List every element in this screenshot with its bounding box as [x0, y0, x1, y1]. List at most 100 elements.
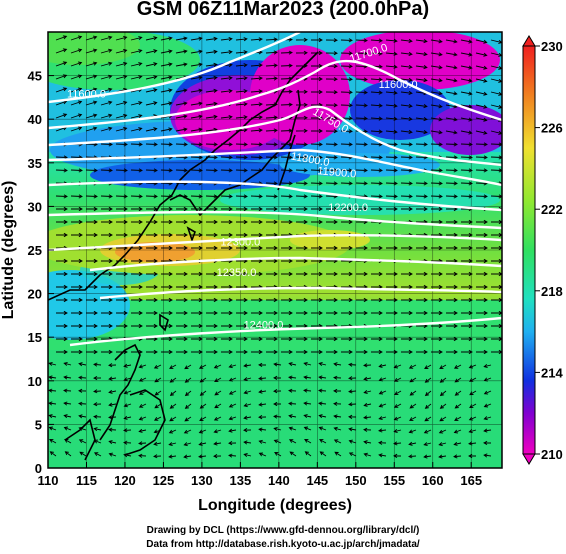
wind-arrow	[333, 362, 342, 367]
wind-arrow	[176, 271, 188, 277]
wind-arrow	[235, 102, 248, 107]
wind-arrow	[115, 126, 128, 132]
wind-arrow	[475, 65, 488, 70]
wind-arrow	[490, 142, 502, 147]
wind-arrow	[220, 88, 233, 94]
wind-arrow	[288, 414, 297, 419]
wind-arrow	[235, 194, 248, 199]
wind-arrow	[371, 310, 383, 316]
wind-arrow	[79, 451, 87, 457]
wind-arrow	[221, 271, 233, 277]
wind-arrow	[206, 323, 218, 329]
wind-arrow	[161, 271, 173, 277]
wind-arrow	[116, 232, 128, 238]
wind-arrow	[355, 38, 368, 43]
wind-arrow	[378, 440, 387, 445]
wind-arrow	[131, 258, 143, 264]
wind-arrow	[273, 375, 282, 380]
wind-arrow	[221, 336, 233, 342]
wind-arrow	[341, 349, 353, 355]
wind-arrow	[236, 336, 248, 342]
wind-arrow	[394, 390, 402, 395]
wind-arrow	[460, 142, 473, 147]
wind-arrow	[340, 51, 353, 56]
wind-arrow	[221, 349, 233, 355]
wind-arrow	[295, 168, 308, 173]
wind-arrow	[446, 284, 458, 290]
wind-arrow	[409, 416, 417, 421]
wind-arrow	[408, 364, 417, 369]
wind-arrow	[115, 35, 128, 41]
wind-arrow	[116, 219, 128, 225]
wind-arrow	[431, 323, 443, 329]
wind-arrow	[85, 35, 98, 41]
wind-arrow	[175, 101, 188, 106]
wind-arrow	[400, 90, 413, 96]
wind-arrow	[356, 310, 368, 316]
wind-arrow	[130, 62, 143, 67]
wind-arrow	[461, 271, 473, 277]
wind-arrow	[206, 219, 218, 225]
wind-arrow	[214, 403, 222, 409]
wind-arrow	[153, 441, 162, 446]
wind-arrow	[161, 310, 173, 316]
wind-arrow	[48, 401, 57, 406]
wind-arrow	[356, 349, 368, 355]
wind-arrow	[258, 415, 267, 420]
wind-arrow	[340, 142, 353, 147]
wind-arrow	[183, 429, 192, 434]
wind-arrow	[469, 390, 477, 396]
wind-arrow	[86, 323, 98, 329]
wind-arrow	[490, 155, 502, 160]
wind-arrow	[281, 323, 293, 329]
wind-arrow	[56, 310, 68, 316]
wind-arrow	[85, 100, 98, 106]
wind-arrow	[454, 416, 462, 421]
wind-arrow	[86, 310, 98, 316]
wind-arrow	[265, 115, 278, 120]
wind-arrow	[461, 219, 473, 225]
wind-arrow	[175, 127, 188, 132]
wind-arrow	[108, 427, 117, 432]
wind-arrow	[93, 376, 102, 381]
y-tick-label: 10	[28, 374, 42, 389]
wind-arrow	[265, 50, 278, 55]
wind-arrow	[385, 142, 398, 147]
wind-arrow	[318, 388, 327, 393]
wind-arrow	[326, 336, 338, 342]
wind-arrow	[100, 194, 113, 199]
wind-arrow	[78, 362, 87, 367]
wind-arrow	[130, 101, 143, 106]
wind-arrow	[295, 181, 308, 186]
wind-arrow	[221, 284, 233, 290]
wind-arrow	[460, 65, 473, 70]
wind-arrow	[385, 77, 398, 82]
wind-arrow	[371, 271, 383, 277]
wind-arrow	[250, 194, 263, 199]
wind-arrow	[355, 116, 368, 121]
wind-arrow	[183, 454, 192, 459]
wind-arrow	[86, 349, 98, 355]
wind-arrow	[415, 52, 428, 57]
wind-arrow	[355, 51, 368, 56]
wind-arrow	[355, 181, 368, 186]
wind-arrow	[154, 377, 162, 383]
wind-arrow	[408, 441, 417, 446]
wind-arrow	[251, 258, 263, 264]
wind-arrow	[190, 142, 203, 147]
wind-arrow	[191, 245, 203, 251]
wind-arrow	[295, 155, 308, 160]
wind-arrow	[85, 168, 98, 173]
wind-arrow	[453, 364, 462, 369]
contour-label: 12200.0	[328, 202, 368, 214]
wind-arrow	[439, 364, 447, 369]
wind-arrow	[205, 49, 218, 54]
wind-arrow	[206, 232, 218, 238]
wind-arrow	[100, 126, 113, 132]
wind-arrow	[70, 61, 83, 67]
wind-arrow	[100, 113, 113, 119]
x-tick-label: 155	[383, 473, 405, 488]
wind-arrow	[153, 416, 162, 421]
wind-arrow	[206, 245, 218, 251]
wind-arrow	[220, 114, 233, 120]
